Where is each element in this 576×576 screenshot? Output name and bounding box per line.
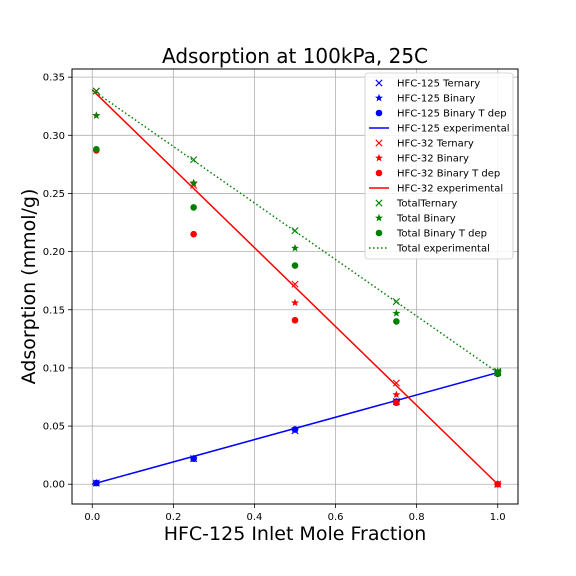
series-layer: [91, 87, 502, 488]
chart-title: Adsorption at 100kPa, 25C: [162, 44, 428, 68]
circle-marker: [375, 229, 383, 237]
y-tick-label: 0.05: [43, 422, 65, 433]
legend-label: HFC-32 Ternary: [397, 139, 474, 150]
legend-label: HFC-125 Binary: [397, 94, 475, 105]
star-marker: [291, 243, 299, 252]
x-axis-label: HFC-125 Inlet Mole Fraction: [164, 523, 427, 545]
legend-item: Total experimental: [369, 244, 490, 255]
star-marker: [392, 309, 401, 317]
circle-marker: [291, 262, 299, 269]
y-tick-label: 0.10: [43, 363, 65, 374]
legend-item: Total Binary T dep: [375, 229, 487, 240]
legend-item: HFC-32 Binary: [375, 154, 469, 165]
legend-item: HFC-125 Binary: [375, 94, 475, 105]
circle-marker: [190, 455, 197, 462]
circle-marker: [494, 370, 502, 378]
x-marker: [190, 181, 198, 189]
x-tick-label: 0.2: [165, 512, 181, 523]
series-total-binary-t-dep: [93, 145, 502, 378]
star-marker: [392, 390, 401, 399]
plot-frame: [71, 68, 519, 505]
y-tick-label: 0.25: [43, 189, 65, 200]
legend-label: HFC-125 Ternary: [397, 79, 480, 90]
circle-marker: [93, 479, 100, 487]
x-marker: [375, 199, 383, 207]
star-marker: [375, 93, 383, 102]
legend-label: Total Binary T dep: [396, 229, 487, 240]
circle-marker: [393, 318, 400, 325]
x-marker: [392, 298, 400, 306]
star-marker: [291, 298, 299, 307]
x-marker: [92, 87, 100, 95]
star-marker: [189, 178, 198, 187]
legend-item: HFC-32 Binary T dep: [375, 169, 500, 180]
legend: HFC-125 Ternary HFC-125 Binary HFC-125 Bin…: [364, 72, 514, 260]
series-hfc-32-experimental: [91, 89, 499, 485]
legend-item: TotalTernary: [375, 199, 457, 210]
x-marker: [375, 79, 383, 87]
x-tick-label: 0.4: [247, 512, 263, 523]
circle-marker: [190, 230, 197, 238]
legend-item: HFC-32 experimental: [369, 184, 503, 195]
star-marker: [92, 111, 101, 119]
x-marker: [375, 139, 383, 147]
circle-marker: [375, 169, 383, 177]
legend-box: [364, 72, 514, 260]
legend-label: TotalTernary: [396, 199, 457, 210]
y-axis-label: Adsorption (mmol/g): [18, 189, 40, 385]
series-line: [91, 89, 499, 485]
circle-marker: [494, 480, 502, 488]
legend-item: HFC-32 Ternary: [375, 139, 474, 150]
circle-marker: [291, 316, 299, 324]
legend-label: HFC-125 experimental: [397, 124, 509, 135]
star-marker: [375, 153, 383, 162]
legend-label: HFC-125 Binary T dep: [397, 109, 507, 120]
x-axis-ticks: 0.0 0.2 0.4 0.6 0.8 1.0: [84, 504, 506, 523]
legend-item: HFC-125 experimental: [369, 124, 509, 135]
x-tick-label: 0.6: [328, 512, 344, 523]
circle-marker: [393, 399, 400, 407]
legend-label: Total Binary: [396, 214, 456, 225]
y-tick-label: 0.20: [43, 247, 65, 258]
legend-label: Total experimental: [396, 244, 490, 255]
x-tick-label: 0.8: [409, 512, 425, 523]
legend-item: HFC-125 Binary T dep: [375, 109, 507, 120]
x-tick-label: 1.0: [490, 512, 506, 523]
y-tick-label: 0.15: [43, 305, 65, 316]
x-marker: [392, 379, 400, 387]
legend-label: HFC-32 Binary T dep: [397, 169, 500, 180]
x-marker: [291, 227, 299, 235]
star-marker: [375, 213, 383, 222]
x-tick-label: 0.0: [84, 512, 100, 523]
y-tick-label: 0.30: [43, 131, 65, 142]
x-marker: [190, 156, 198, 164]
legend-item: HFC-125 Ternary: [375, 79, 480, 90]
y-tick-label: 0.00: [43, 480, 65, 491]
x-marker: [291, 280, 299, 288]
y-axis-ticks: 0.00 0.05 0.10 0.15 0.20 0.25 0.30 0.35: [43, 73, 72, 491]
legend-item: Total Binary: [375, 214, 456, 225]
circle-marker: [291, 426, 299, 433]
circle-marker: [190, 204, 197, 211]
y-tick-label: 0.35: [43, 73, 65, 84]
legend-label: HFC-32 Binary: [397, 154, 469, 165]
legend-label: HFC-32 experimental: [397, 184, 503, 195]
circle-marker: [93, 145, 100, 153]
circle-marker: [375, 109, 383, 117]
